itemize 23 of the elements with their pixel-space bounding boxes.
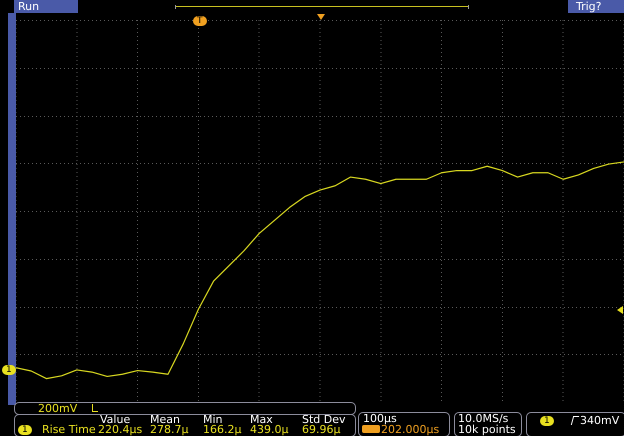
text: 439.0µ xyxy=(250,423,288,436)
text: 1 xyxy=(18,425,32,435)
text: 278.7µ xyxy=(150,423,188,436)
text: Value xyxy=(100,413,130,426)
text: Rise Time xyxy=(42,423,96,436)
text: Run xyxy=(18,0,40,13)
text: 340mV xyxy=(580,414,620,427)
text: 1 xyxy=(540,416,554,426)
text: Trig? xyxy=(576,0,602,13)
text: 100µs xyxy=(363,412,397,425)
text: 10.0MS/s xyxy=(458,412,508,425)
text: 69.96µ xyxy=(302,423,340,436)
text: 1 xyxy=(2,365,16,375)
text: 166.2µ xyxy=(203,423,242,436)
text: 220.4µs xyxy=(98,423,142,436)
text: Std Dev xyxy=(302,413,346,426)
text: 10k points xyxy=(458,423,516,436)
text: Min xyxy=(203,413,223,426)
text: Mean xyxy=(150,413,180,426)
text: T xyxy=(193,16,206,26)
text: 202.000µs xyxy=(381,423,440,436)
text: 200mV xyxy=(38,402,78,415)
text: Max xyxy=(250,413,273,426)
